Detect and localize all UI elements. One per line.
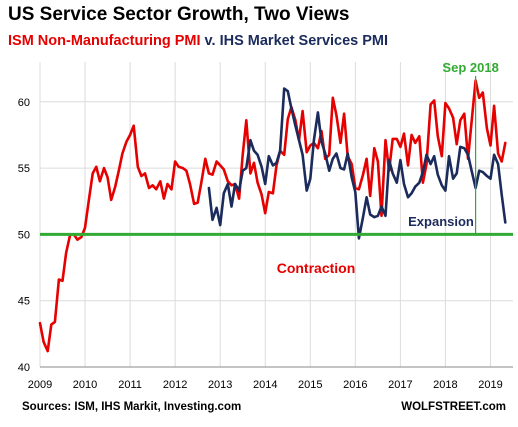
expansion-label: Expansion <box>408 214 474 229</box>
x-tick-label-2009: 2009 <box>28 379 52 391</box>
source-note: Sources: ISM, IHS Markit, Investing.com <box>22 401 242 413</box>
x-tick-label-2019: 2019 <box>478 379 502 391</box>
x-tick-label-2015: 2015 <box>298 379 322 391</box>
y-tick-label-60: 60 <box>18 97 30 109</box>
contraction-label: Contraction <box>277 260 356 276</box>
sep-2018-label: Sep 2018 <box>442 60 498 75</box>
x-tick-label-2012: 2012 <box>163 379 187 391</box>
y-tick-label-40: 40 <box>18 362 30 374</box>
y-tick-label-55: 55 <box>18 163 30 175</box>
x-tick-label-2010: 2010 <box>73 379 97 391</box>
subtitle-ism-label: ISM Non-Manufacturing PMI <box>8 33 201 49</box>
x-tick-label-2018: 2018 <box>433 379 457 391</box>
x-tick-label-2014: 2014 <box>253 379 277 391</box>
site-credit: WOLFSTREET.com <box>401 401 506 413</box>
x-tick-label-2016: 2016 <box>343 379 367 391</box>
x-tick-label-2013: 2013 <box>208 379 232 391</box>
x-tick-label-2011: 2011 <box>118 379 142 391</box>
chart-title: US Service Sector Growth, Two Views <box>8 4 350 25</box>
ism-series-line <box>38 79 507 353</box>
ihs-series-line <box>207 87 507 240</box>
chart-subtitle: ISM Non-Manufacturing PMI v. IHS Market … <box>8 33 388 49</box>
x-tick-label-2017: 2017 <box>388 379 412 391</box>
y-tick-label-45: 45 <box>18 296 30 308</box>
y-tick-label-50: 50 <box>18 229 30 241</box>
subtitle-ihs-label: v. IHS Market Services PMI <box>200 33 389 49</box>
